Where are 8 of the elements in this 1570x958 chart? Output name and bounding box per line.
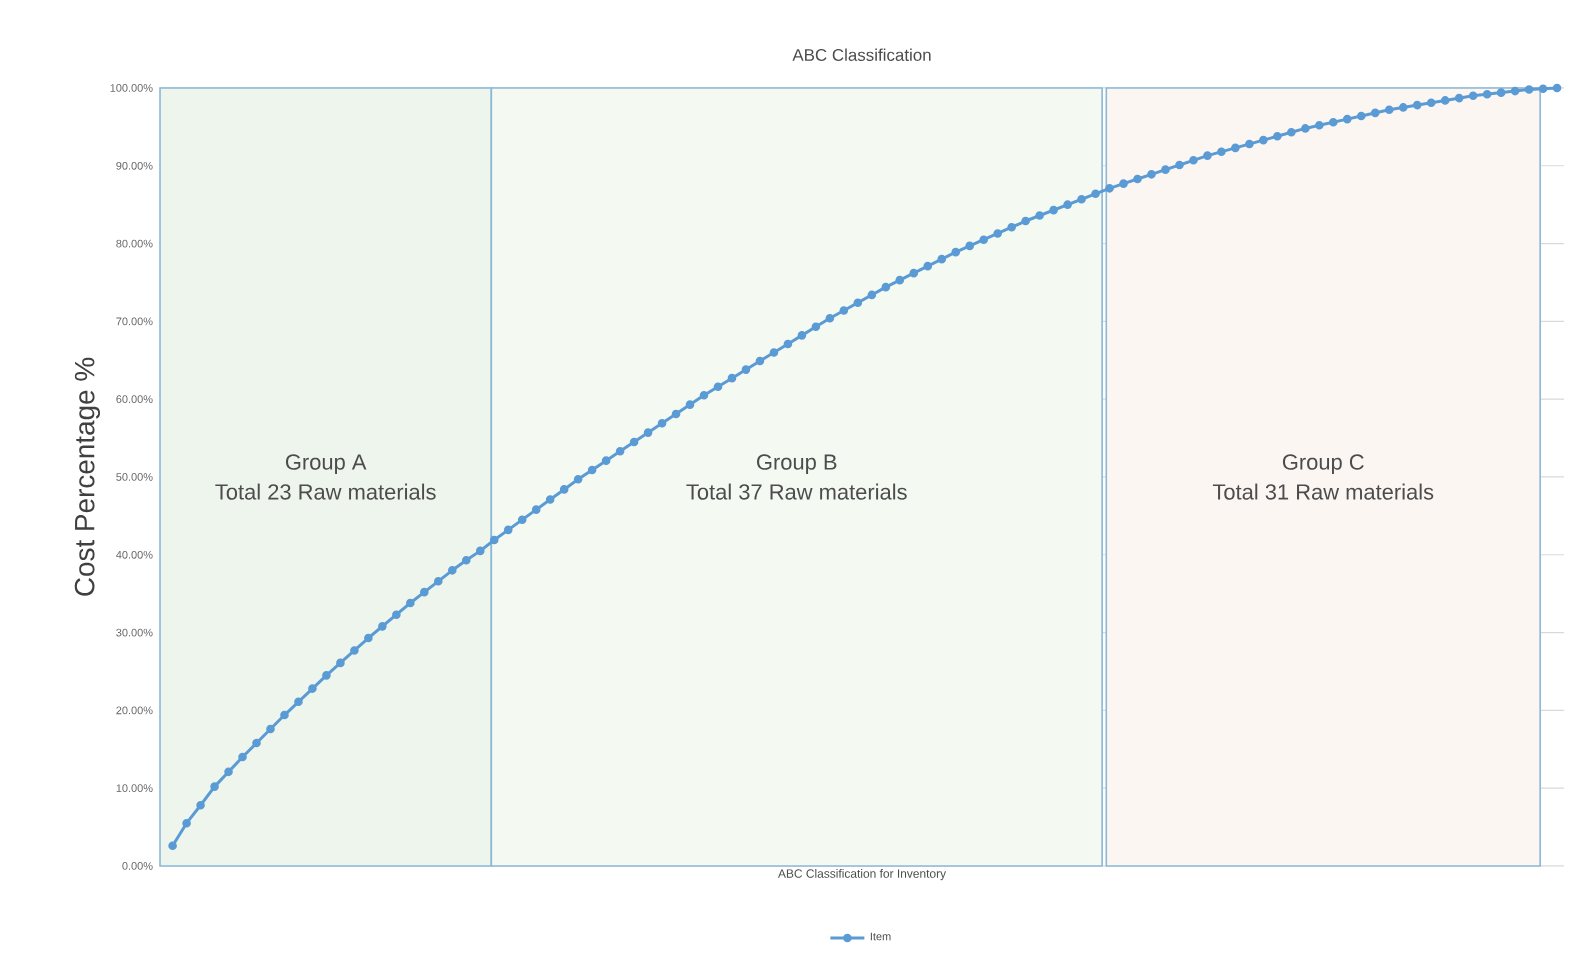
annotation: Total 31 Raw materials: [1212, 483, 1434, 500]
annotation: Group C: [1282, 454, 1364, 475]
annotation: Group A: [285, 454, 367, 475]
y-axis-title: Cost Percentage %: [74, 357, 101, 596]
annotation: Total 37 Raw materials: [686, 483, 907, 500]
annotation: Group B: [757, 454, 837, 475]
annotation: Total 23 Raw materials: [215, 483, 436, 500]
chart-title: ABC Classification: [792, 48, 931, 61]
